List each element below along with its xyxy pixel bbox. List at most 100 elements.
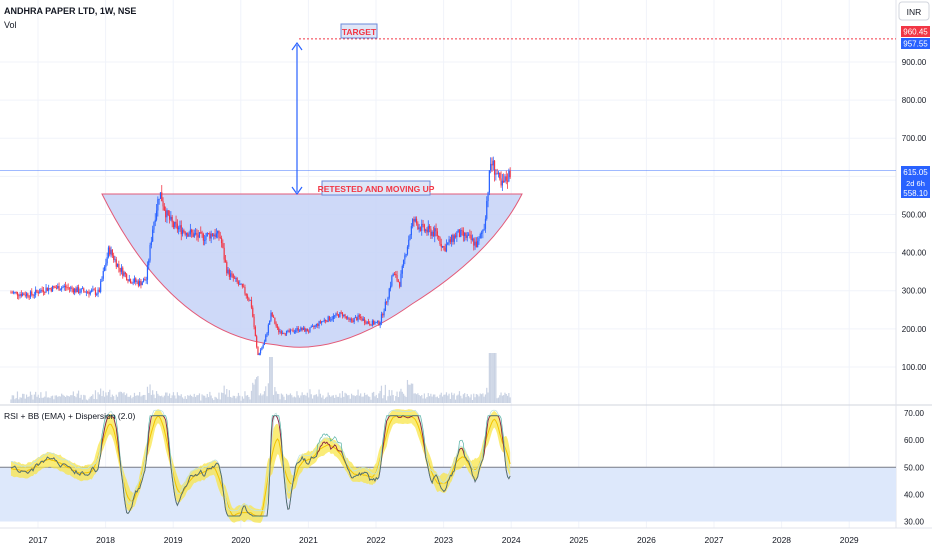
volume-bar — [59, 396, 61, 403]
candle-body — [88, 292, 90, 295]
volume-bar — [80, 394, 82, 403]
candle-body — [418, 227, 420, 230]
candle-body — [243, 286, 245, 288]
candle-body — [482, 229, 484, 233]
candle-body — [448, 239, 450, 243]
candle-body — [297, 327, 299, 331]
symbol-title[interactable]: ANDHRA PAPER LTD, 1W, NSE — [4, 6, 136, 16]
candle-body — [419, 227, 422, 231]
volume-bar — [41, 397, 43, 403]
candle-body — [375, 322, 377, 323]
volume-bar — [161, 395, 163, 403]
candle-body — [332, 315, 334, 320]
candle-body — [27, 293, 29, 297]
volume-bar — [434, 394, 436, 403]
volume-bar — [474, 397, 476, 403]
candle-body — [469, 234, 471, 236]
volume-bar — [282, 394, 284, 403]
candle-body — [318, 321, 320, 326]
volume-bar — [23, 393, 25, 403]
candle-body — [460, 230, 462, 237]
cup-pattern-shape[interactable] — [101, 193, 523, 348]
candle-body — [362, 318, 364, 321]
volume-bar — [220, 392, 223, 403]
candle-body — [76, 287, 78, 293]
volume-bar — [357, 389, 359, 403]
volume-bar — [396, 391, 398, 403]
candle-body — [174, 221, 176, 228]
candle-body — [81, 288, 84, 290]
candle-body — [410, 226, 412, 236]
candle-body — [237, 281, 240, 285]
volume-bar — [250, 390, 253, 403]
indicator-title[interactable]: RSI + BB (EMA) + Dispersion (2.0) — [4, 411, 135, 421]
candle-body — [85, 291, 87, 293]
candle-body — [458, 229, 461, 237]
candle-body — [423, 224, 425, 231]
candle-body — [259, 349, 262, 354]
volume-bar — [432, 394, 435, 403]
currency-button-label[interactable]: INR — [907, 7, 922, 17]
rsi-tick-label: 70.00 — [904, 409, 925, 418]
volume-bar — [174, 395, 176, 403]
candle-body — [115, 259, 117, 267]
candle-body — [222, 243, 224, 248]
volume-bar — [495, 353, 497, 403]
candle-body — [137, 281, 139, 286]
candle-body — [257, 346, 259, 355]
candle-body — [353, 318, 355, 322]
volume-bar — [314, 394, 316, 403]
candle-body — [90, 290, 93, 292]
volume-bar — [269, 357, 271, 403]
candle-body — [133, 278, 136, 283]
candle-body — [129, 279, 132, 283]
badge-current-price — [901, 166, 930, 198]
volume-bar — [210, 395, 212, 403]
candle-body — [509, 170, 511, 178]
candle-body — [181, 230, 184, 235]
volume-bar — [447, 395, 449, 403]
volume-bar — [371, 392, 373, 403]
volume-bar — [400, 388, 402, 403]
candle-body — [389, 285, 392, 289]
candle-body — [380, 314, 383, 323]
candle-body — [127, 280, 129, 282]
rsi-axis[interactable]: 70.00 60.00 50.00 40.00 30.00 — [904, 409, 925, 527]
candle-body — [50, 288, 52, 292]
candle-body — [371, 320, 373, 326]
volume-bar — [339, 393, 341, 403]
candle-body — [141, 282, 143, 286]
volume-bar — [36, 396, 38, 403]
candle-body — [363, 318, 366, 323]
volume-bar — [426, 397, 428, 403]
time-axis[interactable]: 2017 2018 2019 2020 2021 2022 2023 2024 2025 2026… — [29, 535, 859, 545]
candle-body — [217, 230, 219, 234]
candle-body — [64, 285, 67, 288]
candle-body — [406, 246, 409, 255]
candle-body — [473, 238, 475, 246]
candle-body — [288, 330, 290, 333]
target-label-box[interactable] — [340, 23, 378, 39]
candle-body — [313, 325, 315, 327]
currency-button[interactable] — [898, 1, 930, 21]
price-axis[interactable]: 100.00200.00300.00400.00500.00600.00700.… — [902, 58, 927, 372]
candle-body — [384, 301, 386, 312]
candle-body — [167, 210, 169, 216]
volume-bar — [48, 397, 50, 403]
volume-bar — [471, 400, 474, 403]
volume-bar — [487, 392, 489, 403]
price-tick-label: 400.00 — [902, 249, 927, 258]
candle-body — [484, 218, 487, 229]
candle-body — [379, 322, 381, 326]
volume-bar — [315, 394, 318, 403]
candle-body — [35, 289, 37, 295]
volume-bar — [439, 394, 441, 403]
candle-body — [426, 229, 428, 233]
volume-bar — [389, 395, 392, 403]
target-arrow-head-down — [291, 186, 303, 196]
candle-body — [172, 222, 175, 228]
retest-label-box[interactable] — [321, 180, 431, 196]
volume-bar — [29, 391, 32, 403]
volume-label[interactable]: Vol — [4, 20, 17, 30]
